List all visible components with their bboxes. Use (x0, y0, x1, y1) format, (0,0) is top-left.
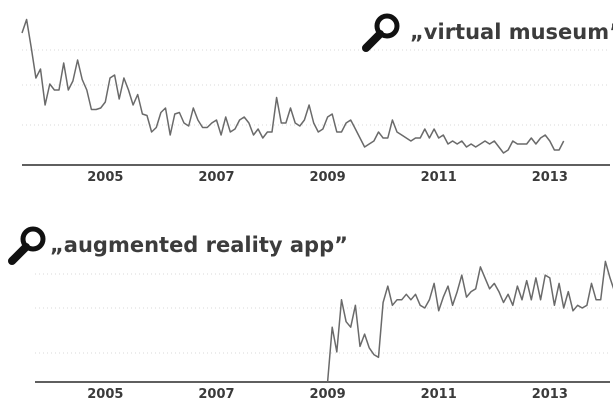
series-line-1-0 (326, 260, 613, 383)
x-tick-label-2011: 2011 (421, 387, 457, 400)
magnifier-icon (360, 12, 404, 61)
chart-title-virtual-museum: „virtual museum” (410, 20, 613, 44)
magnifier-icon (6, 225, 50, 274)
x-tick-label-2005: 2005 (87, 170, 123, 185)
x-tick-label-2007: 2007 (198, 170, 234, 185)
x-tick-label-2013: 2013 (532, 387, 568, 400)
x-tick-label-2009: 2009 (309, 387, 345, 400)
x-tick-label-2005: 2005 (87, 387, 123, 400)
x-tick-label-2007: 2007 (198, 387, 234, 400)
x-tick-label-2009: 2009 (309, 170, 345, 185)
x-tick-label-2013: 2013 (532, 170, 568, 185)
series-line-0-0 (21, 18, 565, 154)
chart-title-augmented-reality-app: „augmented reality app” (50, 233, 348, 257)
x-tick-label-2011: 2011 (421, 170, 457, 185)
